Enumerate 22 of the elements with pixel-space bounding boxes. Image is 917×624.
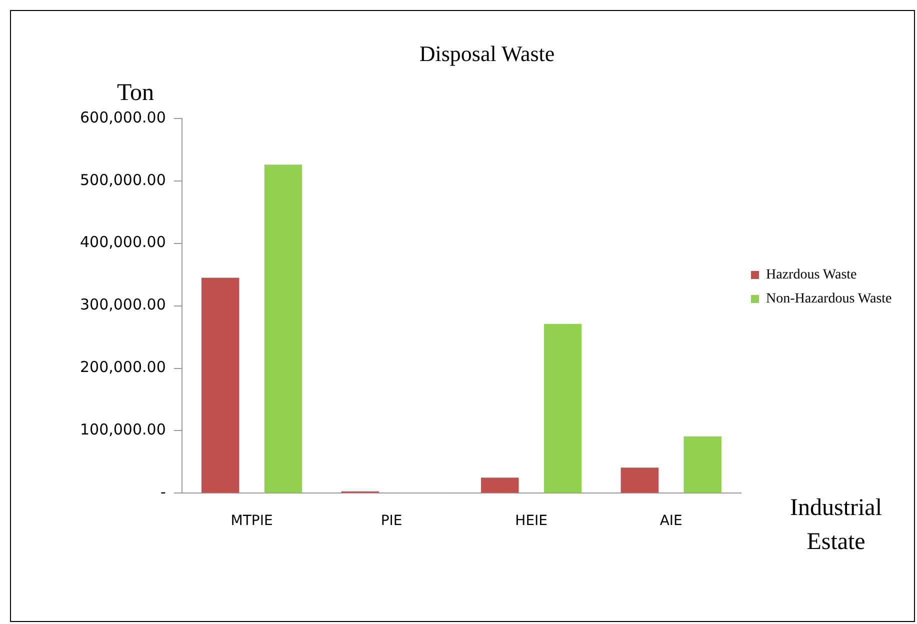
y-tick-label: - [160, 483, 166, 502]
y-tick-label: 200,000.00 [80, 358, 166, 376]
bar [620, 468, 659, 493]
y-tick-label: 100,000.00 [80, 420, 166, 439]
bar [264, 164, 302, 493]
x-tick-label: PIE [380, 513, 402, 530]
y-tick-label: 300,000.00 [80, 296, 166, 314]
x-tick-label: MTPIE [230, 513, 273, 530]
y-tick-label: 400,000.00 [80, 233, 166, 252]
bar [544, 324, 582, 493]
legend-label: Hazrdous Waste [766, 268, 857, 283]
bar [684, 436, 722, 493]
x-tick-label: AIE [660, 513, 682, 530]
y-tick-label: 500,000.00 [80, 170, 166, 189]
bar [201, 278, 240, 493]
bar [481, 478, 519, 493]
x-axis-title: Industrial Estate [790, 495, 882, 556]
x-tick-label: HEIE [515, 513, 548, 530]
y-axis-title: Ton [117, 80, 154, 106]
chart-title: Disposal Waste [419, 40, 555, 66]
y-tick-label: 600,000.00 [80, 108, 166, 126]
legend-label: Non-Hazardous Waste [766, 292, 892, 307]
